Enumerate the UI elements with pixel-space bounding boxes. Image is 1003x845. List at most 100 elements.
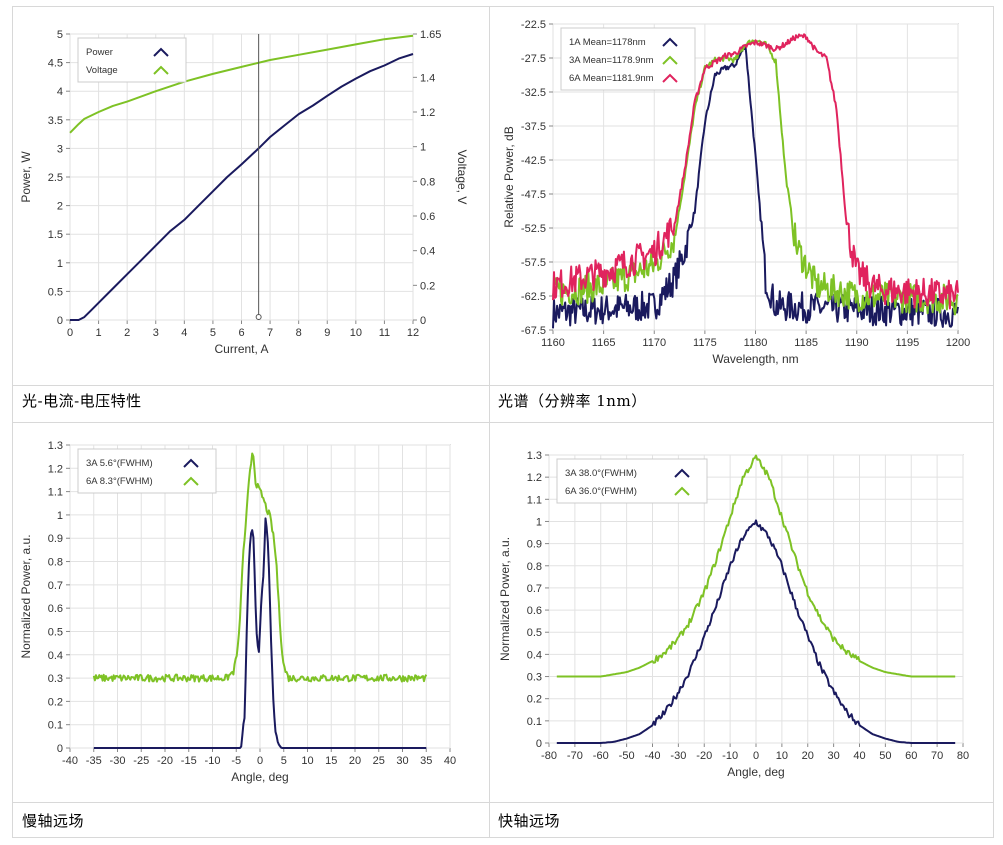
chart-fast-axis: -80 -70 -60 -50 -40 -30 -20 -10 0 10 20 30 40 50 60 70 8…: [493, 433, 983, 793]
y-tick-label: 0.2: [527, 694, 542, 706]
x-axis-label: Wavelength, nm: [712, 352, 798, 366]
legend-swatch: [674, 486, 690, 496]
y2-tick-label: 1.2: [420, 107, 435, 119]
y-tick-label: -22.5: [521, 19, 546, 31]
x-tick-label: -40: [645, 750, 661, 762]
series-line-1: [552, 44, 959, 329]
x-tick-label: 25: [373, 755, 385, 767]
caption-fast-axis: 快轴远场: [498, 812, 561, 830]
x-tick-label: 30: [828, 750, 840, 762]
x-tick-label: 1175: [693, 337, 717, 349]
y-tick-label: 0.2: [48, 696, 63, 708]
legend-label: Voltage: [86, 65, 118, 76]
y-tick-label: 0.3: [48, 673, 63, 685]
x-tick-label: 1170: [642, 337, 666, 349]
x-tick-label: 15: [325, 755, 337, 767]
x-tick-label: 9: [324, 327, 330, 339]
y2-tick-label: 0.8: [420, 176, 435, 188]
x-tick-label: 1190: [845, 337, 869, 349]
y-tick-label: 3: [57, 143, 63, 155]
series-line-1: [93, 517, 427, 749]
x-tick-label: -50: [619, 750, 635, 762]
x-axis-label: Angle, deg: [727, 765, 784, 779]
legend-swatch: [183, 476, 199, 486]
x-tick-label: 3: [153, 327, 159, 339]
y-axis-label: Normalized Power, a.u.: [498, 537, 512, 661]
y-tick-label: 0.4: [527, 649, 542, 661]
y-tick-label: 0: [57, 315, 63, 327]
legend-label: 1A Mean=1178nm: [569, 37, 646, 48]
y-tick-label: -42.5: [521, 155, 546, 167]
grid-divider-1: [13, 385, 993, 386]
y-tick-label: -37.5: [521, 121, 546, 133]
y-tick-label: 0.5: [48, 286, 63, 298]
x-tick-label: -70: [567, 750, 583, 762]
y-tick-label: 1.1: [48, 487, 63, 499]
x-tick-label: 7: [267, 327, 273, 339]
y2-tick-label: 1.4: [420, 72, 435, 84]
x-tick-label: 8: [296, 327, 302, 339]
x-tick-label: 5: [210, 327, 216, 339]
y2-tick-label: 0.2: [420, 280, 435, 292]
x-tick-label: -15: [181, 755, 197, 767]
y-tick-label: 0.1: [48, 720, 63, 732]
x-tick-label: -80: [541, 750, 557, 762]
legend-label: 6A Mean=1181.9nm: [569, 73, 654, 84]
legend-swatch: [183, 458, 199, 468]
y-tick-label: 1.3: [48, 440, 63, 452]
y-tick-label: 1.5: [48, 229, 63, 241]
legend-label: 3A Mean=1178.9nm: [569, 55, 654, 66]
series-line-3: [552, 33, 959, 310]
x-tick-label: 1185: [794, 337, 818, 349]
y-tick-label: -27.5: [521, 53, 546, 65]
x-tick-label: 10: [301, 755, 313, 767]
y2-tick-label: 1.65: [420, 29, 441, 41]
x-tick-label: 30: [396, 755, 408, 767]
legend-label: Power: [86, 47, 113, 58]
x-axis-label: Current, A: [214, 342, 268, 356]
y-tick-label: 2: [57, 201, 63, 213]
chart-liv: 0 1 2 3 4 5 6 7 8 9 10 11 12 0 0.5 1 1.5 2 2.5 3 3.5 4 4.5 5 0 0.…: [18, 12, 478, 372]
y-tick-label: 0.4: [48, 650, 63, 662]
x-tick-label: 0: [753, 750, 759, 762]
figure-grid: [12, 6, 994, 838]
y-tick-label: -67.5: [521, 325, 546, 337]
x-tick-label: -20: [696, 750, 712, 762]
cursor-marker: [255, 314, 262, 320]
x-tick-label: -10: [722, 750, 738, 762]
legend-box: [556, 458, 708, 504]
x-tick-label: 1165: [592, 337, 616, 349]
x-tick-label: 11: [379, 327, 390, 339]
legend-box: [77, 448, 217, 494]
x-tick-label: -10: [205, 755, 221, 767]
x-tick-label: 20: [349, 755, 361, 767]
y-tick-label: -57.5: [521, 257, 546, 269]
legend-label: 3A 38.0°(FWHM): [565, 468, 637, 479]
x-tick-label: 20: [802, 750, 814, 762]
y-tick-label: 0.1: [527, 716, 542, 728]
x-tick-label: -35: [86, 755, 102, 767]
y-tick-label: -62.5: [521, 291, 546, 303]
x-tick-label: -30: [110, 755, 126, 767]
y-tick-label: 0.6: [527, 605, 542, 617]
x-tick-label: 2: [124, 327, 130, 339]
x-tick-label: -20: [157, 755, 173, 767]
legend-swatch: [662, 37, 678, 47]
legend-label: 6A 36.0°(FWHM): [565, 486, 637, 497]
y-tick-label: 0.9: [527, 539, 542, 551]
x-tick-label: 4: [181, 327, 187, 339]
y-tick-label: 1: [57, 510, 63, 522]
x-tick-label: -60: [593, 750, 609, 762]
y-tick-label: 0.7: [48, 580, 63, 592]
x-tick-label: 1180: [744, 337, 768, 349]
x-tick-label: 6: [238, 327, 244, 339]
y-tick-label: 0.3: [527, 672, 542, 684]
y-tick-label: 0.8: [527, 561, 542, 573]
y2-tick-label: 0.6: [420, 211, 435, 223]
x-tick-label: 0: [257, 755, 263, 767]
y-tick-label: 2.5: [48, 172, 63, 184]
y-tick-label: 0.6: [48, 603, 63, 615]
y2-tick-label: 0.4: [420, 246, 435, 258]
series-line-2: [69, 34, 414, 134]
y-tick-label: 0.8: [48, 557, 63, 569]
